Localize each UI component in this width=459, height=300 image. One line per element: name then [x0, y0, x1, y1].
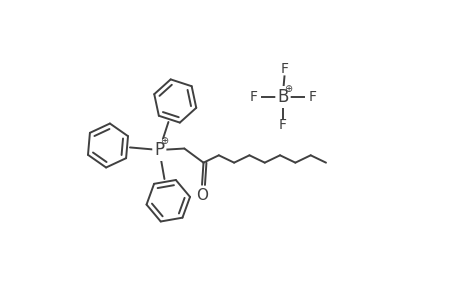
Text: F: F — [308, 90, 316, 104]
Text: O: O — [196, 188, 207, 202]
Text: F: F — [249, 90, 257, 104]
Text: B: B — [277, 88, 288, 106]
Text: P: P — [154, 141, 164, 159]
Text: F: F — [280, 62, 288, 76]
Text: ⊕: ⊕ — [160, 136, 168, 146]
Text: F: F — [279, 118, 286, 132]
Text: ⊕: ⊕ — [283, 84, 291, 94]
